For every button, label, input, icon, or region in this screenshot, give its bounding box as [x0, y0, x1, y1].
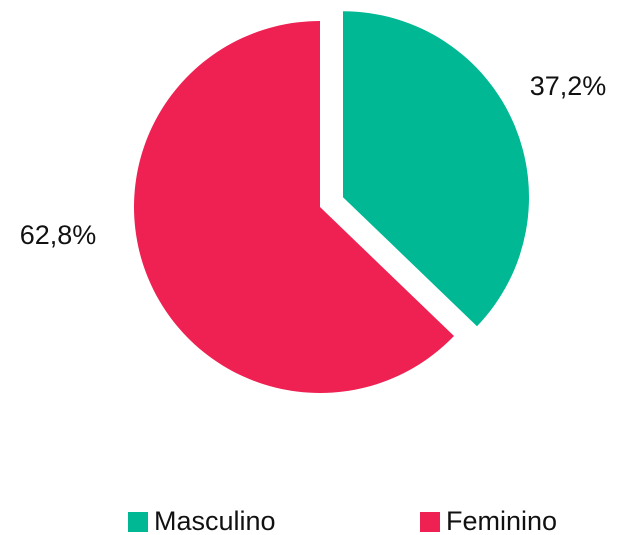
pie-slice — [343, 11, 530, 327]
legend-swatch — [128, 512, 148, 532]
data-label: 62,8% — [20, 220, 97, 250]
data-label: 37,2% — [530, 71, 607, 101]
legend-label: Feminino — [446, 506, 557, 535]
legend-swatch — [420, 512, 440, 532]
legend-label: Masculino — [154, 506, 276, 535]
pie-slice — [133, 21, 454, 394]
